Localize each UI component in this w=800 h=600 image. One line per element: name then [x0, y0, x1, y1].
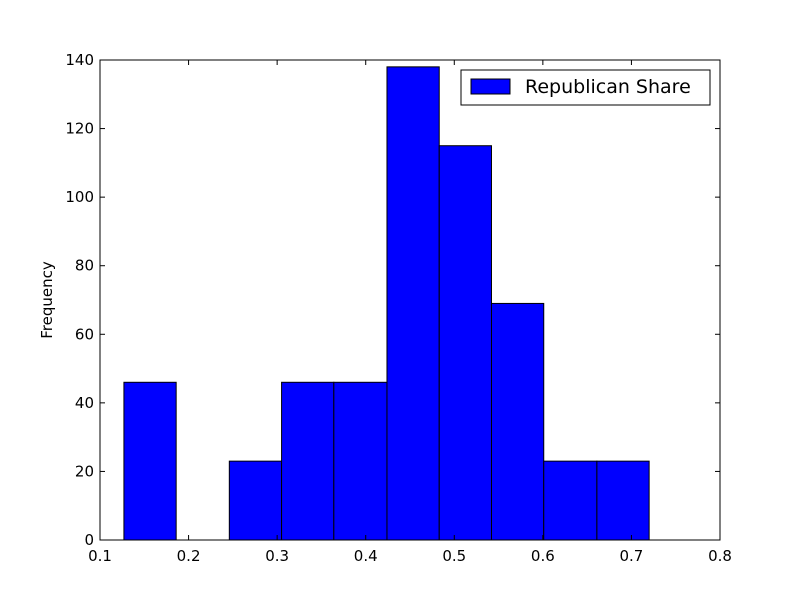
x-tick-label: 0.4	[354, 547, 378, 565]
histogram-bar	[596, 460, 650, 541]
legend-swatch	[470, 78, 511, 95]
legend-label: Republican Share	[525, 76, 691, 98]
y-tick-label: 60	[75, 325, 94, 343]
histogram-bar	[438, 145, 492, 541]
y-tick-label: 140	[65, 51, 94, 69]
x-tick-label: 0.1	[88, 547, 112, 565]
x-tick-label: 0.2	[177, 547, 201, 565]
y-tick-label: 20	[75, 462, 94, 480]
bars-group	[123, 66, 650, 541]
y-tick-label: 40	[75, 394, 94, 412]
histogram-bar	[386, 66, 440, 541]
plot-frame	[99, 59, 721, 541]
legend: Republican Share	[460, 69, 711, 106]
x-tick-label: 0.6	[531, 547, 555, 565]
tick-labels-group: 0.1 0.2 0.3 0.4 0.5 0.6 0.7 0.8 0 20 40 60 80 100 120 1…	[65, 51, 732, 565]
histogram-bar	[490, 302, 545, 541]
x-tick-label: 0.3	[265, 547, 289, 565]
histogram-bar	[123, 381, 177, 541]
x-tick-label: 0.8	[708, 547, 732, 565]
histogram-bar	[543, 460, 598, 541]
y-tick-label: 100	[65, 188, 94, 206]
y-tick-label: 0	[84, 531, 94, 549]
ticks-group	[99, 59, 721, 541]
x-tick-label: 0.7	[619, 547, 643, 565]
y-tick-label: 80	[75, 257, 94, 275]
histogram-bar	[333, 381, 388, 541]
y-axis-label: Frequency	[38, 261, 56, 339]
histogram-bar	[281, 381, 335, 541]
histogram-bar	[228, 460, 283, 541]
y-tick-label: 120	[65, 120, 94, 138]
x-tick-label: 0.5	[442, 547, 466, 565]
